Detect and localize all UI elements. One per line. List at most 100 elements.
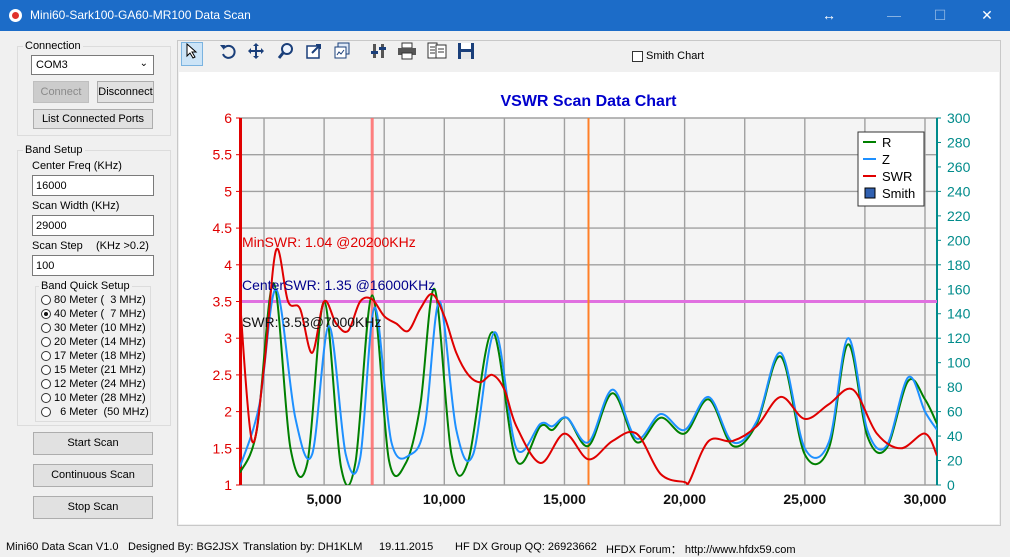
band-radio[interactable] xyxy=(41,351,51,362)
swr-at-annotation: SWR: 3.53@7000KHz xyxy=(242,314,382,330)
band-radio[interactable] xyxy=(41,309,51,320)
band-option[interactable]: 30 Meter (10 MHz) xyxy=(41,321,146,335)
x-tick-label: 20,000 xyxy=(663,491,706,507)
stop-scan-button[interactable]: Stop Scan xyxy=(33,496,153,519)
y-right-tick-label: 300 xyxy=(947,110,971,126)
x-tick-label: 15,000 xyxy=(543,491,586,507)
status-bar: Mini60 Data Scan V1.0 Designed By: BG2JS… xyxy=(0,539,1010,556)
y-left-tick-label: 3.5 xyxy=(213,294,233,310)
series-line-r xyxy=(240,282,937,485)
close-button[interactable]: ✕ xyxy=(981,7,993,23)
y-left-tick-label: 1 xyxy=(224,477,232,493)
chart-svg[interactable]: VSWR Scan Data Chart 1 1.5 2 2.5 3 3.5 4 4.5 5 5.5… xyxy=(179,72,999,524)
x-tick-label: 10,000 xyxy=(423,491,466,507)
x-tick-label: 5,000 xyxy=(307,491,342,507)
resize-icon[interactable]: ↔ xyxy=(822,7,836,23)
y-right-tick-label: 140 xyxy=(947,306,971,322)
disconnect-button[interactable]: Disconnect xyxy=(97,81,154,103)
band-radio[interactable] xyxy=(41,323,51,334)
y-right-tick-label: 80 xyxy=(947,379,963,395)
smith-chart-toggle[interactable]: Smith Chart xyxy=(632,50,704,62)
scan-width-label: Scan Width (KHz) xyxy=(32,200,120,212)
band-radio[interactable] xyxy=(41,365,51,376)
start-scan-button[interactable]: Start Scan xyxy=(33,432,153,455)
print-preview-icon[interactable] xyxy=(426,42,448,66)
maximize-button[interactable]: ☐ xyxy=(933,7,947,23)
y-right-tick-label: 60 xyxy=(947,404,963,420)
band-option[interactable]: 40 Meter ( 7 MHz) xyxy=(41,307,146,321)
y-left-tick-label: 5 xyxy=(224,183,232,199)
undo-icon[interactable] xyxy=(217,42,239,66)
band-option[interactable]: 80 Meter ( 3 MHz) xyxy=(41,293,146,307)
connect-button[interactable]: Connect xyxy=(33,81,89,103)
legend-swatch xyxy=(864,187,876,199)
y-right-tick-label: 180 xyxy=(947,257,971,273)
band-setup-label: Band Setup xyxy=(23,144,85,156)
export-icon[interactable] xyxy=(303,42,325,66)
vswr-chart[interactable]: VSWR Scan Data Chart 1 1.5 2 2.5 3 3.5 4 4.5 5 5.5… xyxy=(179,72,999,524)
continuous-scan-button[interactable]: Continuous Scan xyxy=(33,464,153,487)
band-radio[interactable] xyxy=(41,295,51,306)
y-left-tick-label: 3 xyxy=(224,330,232,346)
pan-icon[interactable] xyxy=(245,42,267,66)
center-swr-annotation: CenterSWR: 1.35 @16000KHz xyxy=(242,277,435,293)
y-left-tick-label: 1.5 xyxy=(213,440,233,456)
y-right-tick-label: 280 xyxy=(947,134,971,150)
y-left-tick-label: 6 xyxy=(224,110,232,126)
y-right-tick-label: 100 xyxy=(947,355,971,371)
app-icon xyxy=(9,9,22,22)
status-version: Mini60 Data Scan V1.0 xyxy=(6,541,119,553)
settings-icon[interactable] xyxy=(368,42,390,66)
y-right-tick-label: 20 xyxy=(947,453,963,469)
band-option[interactable]: 15 Meter (21 MHz) xyxy=(41,363,146,377)
center-freq-input[interactable] xyxy=(32,175,154,196)
y-right-tick-label: 40 xyxy=(947,428,963,444)
band-option[interactable]: 17 Meter (18 MHz) xyxy=(41,349,146,363)
pointer-icon[interactable] xyxy=(181,42,203,66)
band-radio[interactable] xyxy=(41,393,51,404)
band-radio[interactable] xyxy=(41,337,51,348)
band-radio[interactable] xyxy=(41,379,51,390)
status-forum: HFDX Forum： http://www.hfdx59.com xyxy=(606,544,796,556)
y-left-tick-label: 5.5 xyxy=(213,147,233,163)
connection-group-label: Connection xyxy=(23,40,83,52)
band-option[interactable]: 12 Meter (24 MHz) xyxy=(41,377,146,391)
band-option-label: 80 Meter ( 3 MHz) xyxy=(54,294,146,306)
band-option[interactable]: 10 Meter (28 MHz) xyxy=(41,391,146,405)
list-ports-button[interactable]: List Connected Ports xyxy=(33,109,153,129)
series-line-z xyxy=(240,288,937,475)
zoom-icon[interactable] xyxy=(275,42,297,66)
legend-label: SWR xyxy=(882,169,912,184)
band-option[interactable]: 6 Meter (50 MHz) xyxy=(41,405,149,419)
band-radio[interactable] xyxy=(41,407,51,418)
scan-step-input[interactable] xyxy=(32,255,154,276)
minimize-button[interactable]: — xyxy=(887,7,901,23)
status-date: 19.11.2015 xyxy=(379,541,434,553)
com-port-select[interactable]: COM3 ⌄ xyxy=(31,55,154,75)
x-tick-label: 25,000 xyxy=(783,491,826,507)
y-right-tick-label: 200 xyxy=(947,232,971,248)
band-option-label: 30 Meter (10 MHz) xyxy=(54,322,146,334)
smith-chart-label: Smith Chart xyxy=(646,50,705,62)
y-left-tick-label: 2.5 xyxy=(213,367,233,383)
band-option-label: 20 Meter (14 MHz) xyxy=(54,336,146,348)
connection-group: Connection xyxy=(17,40,171,136)
com-port-value: COM3 xyxy=(36,59,68,71)
x-tick-label: 30,000 xyxy=(904,491,947,507)
save-icon[interactable] xyxy=(455,42,477,66)
scan-step-hint: (KHz >0.2) xyxy=(96,240,149,252)
scan-step-label: Scan Step xyxy=(32,240,83,252)
band-setup-group: Band Setup xyxy=(17,144,171,426)
smith-chart-checkbox[interactable] xyxy=(632,50,643,62)
center-freq-label: Center Freq (KHz) xyxy=(32,160,122,172)
legend-label: R xyxy=(882,135,891,150)
series-line-swr xyxy=(240,247,937,485)
band-option[interactable]: 20 Meter (14 MHz) xyxy=(41,335,146,349)
print-icon[interactable] xyxy=(396,42,418,66)
copy-image-icon[interactable] xyxy=(331,42,353,66)
y-right-tick-label: 240 xyxy=(947,183,971,199)
band-quick-group: Band Quick Setup xyxy=(35,280,151,422)
scan-width-input[interactable] xyxy=(32,215,154,236)
status-qq: HF DX Group QQ: 26923662 xyxy=(455,541,597,553)
band-option-label: 12 Meter (24 MHz) xyxy=(54,378,146,390)
